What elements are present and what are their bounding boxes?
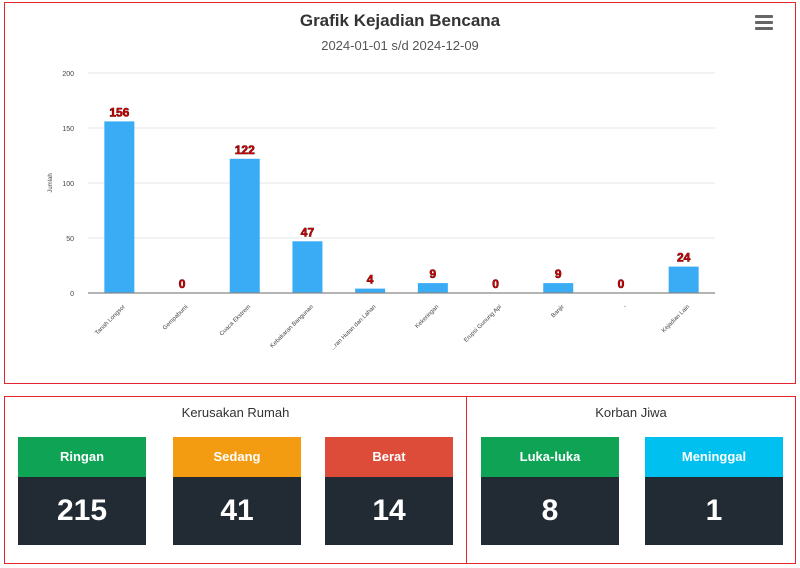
- stat-sedang: Sedang 41: [173, 437, 301, 545]
- stat-ringan-value: 215: [18, 477, 146, 545]
- data-label: 0: [179, 277, 186, 291]
- x-tick-label: -: [623, 304, 629, 310]
- data-label: 156: [109, 105, 129, 119]
- stat-berat: Berat 14: [325, 437, 453, 545]
- x-tick-label: Cuaca Ekstrem: [219, 304, 252, 337]
- y-axis-title: Jumlah: [48, 173, 54, 192]
- stat-luka-luka: Luka-luka 8: [481, 437, 619, 545]
- korban-jiwa-panel: Korban Jiwa Luka-luka 8 Meninggal 1: [466, 396, 796, 564]
- data-label: 9: [430, 267, 437, 281]
- stat-sedang-label: Sedang: [173, 437, 301, 477]
- kerusakan-rumah-title: Kerusakan Rumah: [181, 405, 290, 420]
- chart-title: Grafik Kejadian Bencana: [299, 11, 501, 30]
- x-tick-label: Kebakaran Bangunan: [270, 304, 315, 349]
- data-label: 0: [618, 277, 625, 291]
- x-tick-label: ...ran Hutan dan Lahan: [330, 304, 378, 352]
- x-tick-label: Kejadian Lain: [661, 304, 691, 334]
- stat-ringan: Ringan 215: [18, 437, 146, 545]
- korban-jiwa-title: Korban Jiwa: [595, 405, 667, 420]
- bar: [229, 158, 260, 293]
- data-label: 47: [301, 225, 315, 239]
- stat-ringan-label: Ringan: [18, 437, 146, 477]
- stat-meninggal-label: Meninggal: [645, 437, 783, 477]
- chart-panel: Grafik Kejadian Bencana 2024-01-01 s/d 2…: [4, 2, 796, 384]
- x-tick-label: Banjir: [551, 304, 566, 319]
- data-label: 0: [492, 277, 499, 291]
- bar: [417, 283, 448, 293]
- bar: [543, 283, 574, 293]
- y-tick-label: 200: [62, 71, 74, 78]
- y-tick-label: 150: [62, 126, 74, 133]
- menu-line: [755, 27, 773, 30]
- stat-sedang-value: 41: [173, 477, 301, 545]
- stat-meninggal: Meninggal 1: [645, 437, 783, 545]
- menu-line: [755, 21, 773, 24]
- stat-berat-label: Berat: [325, 437, 453, 477]
- data-label: 4: [367, 273, 374, 287]
- bar: [104, 121, 135, 294]
- data-label: 122: [235, 143, 255, 157]
- y-tick-label: 50: [66, 236, 74, 243]
- stat-luka-luka-label: Luka-luka: [481, 437, 619, 477]
- data-label: 9: [555, 267, 562, 281]
- bar: [292, 241, 323, 293]
- bar-chart: 0 50 100 150 200 Jumlah 156 Tanah Longsor 0 Gempa…: [48, 71, 715, 352]
- x-tick-label: Kekeringan: [415, 304, 441, 330]
- hamburger-menu-icon[interactable]: [755, 15, 773, 31]
- stat-luka-luka-value: 8: [481, 477, 619, 545]
- stat-berat-value: 14: [325, 477, 453, 545]
- chart-subtitle: 2024-01-01 s/d 2024-12-09: [321, 38, 479, 53]
- y-tick-label: 100: [62, 181, 74, 188]
- x-tick-label: Gempabumi: [162, 304, 189, 331]
- y-tick-label: 0: [70, 291, 74, 298]
- bar: [668, 266, 699, 293]
- menu-line: [755, 15, 773, 18]
- x-tick-label: Erupsi Gunung Api: [463, 304, 503, 344]
- stat-meninggal-value: 1: [645, 477, 783, 545]
- x-tick-label: Tanah Longsor: [94, 304, 126, 336]
- bar: [355, 288, 386, 293]
- data-label: 24: [677, 251, 691, 265]
- kerusakan-rumah-panel: Kerusakan Rumah Ringan 215 Sedang 41 Ber…: [4, 396, 467, 564]
